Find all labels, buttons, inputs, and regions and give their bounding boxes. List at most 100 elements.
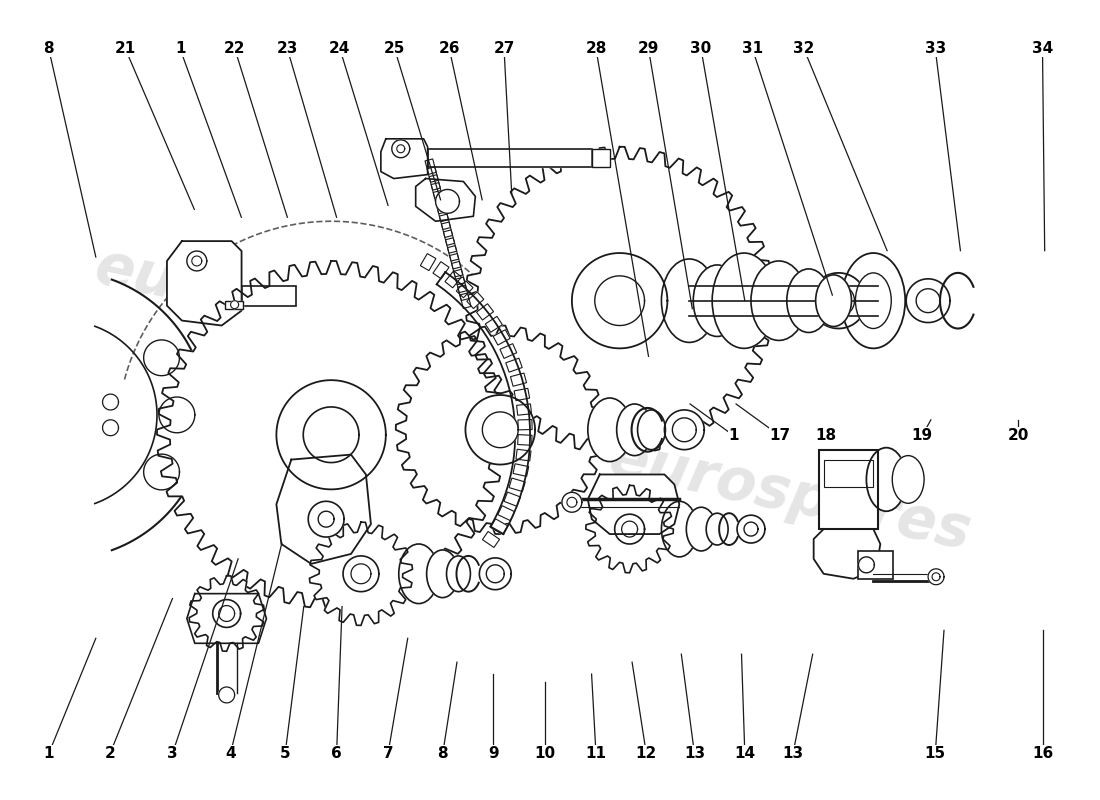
- Text: 20: 20: [1008, 428, 1030, 443]
- Bar: [516, 450, 531, 461]
- Bar: [458, 285, 469, 301]
- Bar: [446, 270, 462, 288]
- Bar: [824, 459, 873, 487]
- Bar: [858, 551, 893, 578]
- Polygon shape: [144, 454, 179, 490]
- Text: 25: 25: [384, 42, 405, 56]
- Polygon shape: [737, 515, 764, 543]
- Bar: [460, 293, 471, 309]
- Polygon shape: [167, 241, 242, 326]
- Ellipse shape: [399, 544, 439, 603]
- Bar: [428, 149, 592, 166]
- Polygon shape: [416, 178, 475, 222]
- Polygon shape: [672, 418, 696, 442]
- Bar: [446, 238, 456, 254]
- Bar: [420, 254, 436, 270]
- Ellipse shape: [892, 456, 924, 503]
- Bar: [500, 344, 517, 358]
- Polygon shape: [396, 326, 605, 534]
- Polygon shape: [615, 514, 645, 544]
- Bar: [491, 519, 508, 534]
- Polygon shape: [595, 276, 645, 326]
- Polygon shape: [572, 253, 668, 348]
- Polygon shape: [276, 454, 371, 564]
- Bar: [425, 159, 437, 174]
- Bar: [513, 464, 529, 476]
- Bar: [506, 358, 522, 372]
- Bar: [431, 182, 442, 198]
- Polygon shape: [823, 285, 855, 317]
- Polygon shape: [587, 474, 680, 534]
- Polygon shape: [219, 687, 234, 703]
- Bar: [438, 206, 449, 222]
- Bar: [514, 388, 529, 401]
- Bar: [517, 404, 531, 415]
- Polygon shape: [231, 301, 239, 309]
- Polygon shape: [191, 256, 201, 266]
- Polygon shape: [932, 573, 940, 581]
- Ellipse shape: [686, 507, 716, 551]
- Text: 15: 15: [925, 746, 946, 761]
- Text: 33: 33: [925, 42, 946, 56]
- Text: 24: 24: [329, 42, 351, 56]
- Bar: [517, 404, 531, 415]
- Text: 1: 1: [175, 42, 185, 56]
- Ellipse shape: [816, 275, 851, 326]
- Text: 13: 13: [684, 746, 705, 761]
- Polygon shape: [187, 251, 207, 271]
- Ellipse shape: [638, 410, 666, 450]
- Bar: [433, 190, 444, 206]
- Bar: [452, 262, 463, 277]
- Polygon shape: [664, 410, 704, 450]
- Polygon shape: [157, 261, 505, 609]
- Ellipse shape: [842, 253, 905, 348]
- Bar: [466, 292, 484, 309]
- Bar: [431, 182, 442, 198]
- Polygon shape: [381, 139, 428, 178]
- Polygon shape: [906, 279, 950, 322]
- Polygon shape: [858, 557, 874, 573]
- Polygon shape: [586, 486, 673, 573]
- Polygon shape: [480, 558, 512, 590]
- Bar: [491, 519, 508, 534]
- Bar: [518, 434, 532, 446]
- Polygon shape: [304, 407, 359, 462]
- Bar: [429, 174, 440, 190]
- Text: 5: 5: [279, 746, 290, 761]
- Bar: [592, 149, 609, 166]
- Bar: [427, 166, 438, 182]
- Bar: [485, 316, 503, 332]
- Bar: [518, 419, 532, 430]
- Bar: [450, 254, 461, 269]
- Bar: [433, 190, 444, 206]
- Bar: [510, 373, 527, 386]
- Polygon shape: [160, 397, 195, 433]
- Bar: [460, 293, 471, 309]
- Bar: [824, 459, 873, 487]
- Bar: [425, 159, 437, 174]
- Bar: [456, 281, 473, 298]
- Bar: [452, 262, 463, 277]
- Bar: [506, 358, 522, 372]
- Bar: [509, 478, 525, 491]
- Polygon shape: [343, 556, 378, 592]
- Bar: [448, 246, 459, 261]
- Polygon shape: [309, 522, 412, 626]
- Text: 8: 8: [438, 746, 448, 761]
- Polygon shape: [465, 146, 774, 454]
- Text: 18: 18: [815, 428, 836, 443]
- Text: 28: 28: [585, 42, 607, 56]
- Polygon shape: [562, 492, 582, 512]
- Ellipse shape: [661, 259, 717, 342]
- Polygon shape: [486, 565, 504, 582]
- Bar: [455, 277, 466, 293]
- Bar: [242, 286, 296, 306]
- Polygon shape: [102, 394, 119, 410]
- Ellipse shape: [661, 502, 697, 557]
- Bar: [446, 270, 462, 288]
- Bar: [513, 464, 529, 476]
- Bar: [818, 450, 878, 529]
- Text: 27: 27: [493, 42, 515, 56]
- Bar: [436, 198, 447, 214]
- Bar: [455, 277, 466, 293]
